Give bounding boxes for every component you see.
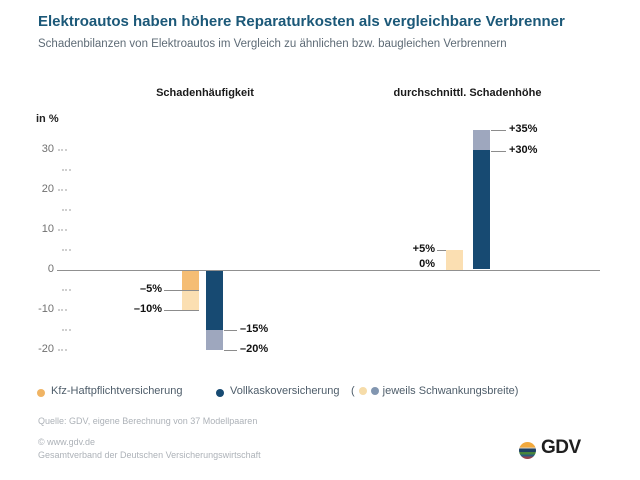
y-tick-minus20: -20 [38, 343, 54, 355]
gdv-logo-icon [519, 442, 536, 459]
bar-freq-vollkasko-range [206, 330, 223, 350]
label-freq-haftpflicht-value: –5% [139, 283, 162, 295]
bar-hoehe-vollkasko-range [473, 130, 490, 150]
bar-freq-haftpflicht-value [182, 271, 199, 290]
legend-label-haftpflicht: Kfz-Haftpflichtversicherung [51, 385, 183, 397]
y-tick-minus10: -10 [38, 303, 54, 315]
page-subtitle: Schadenbilanzen von Elektroautos im Verg… [38, 38, 507, 50]
label-freq-haftpflicht-range: –10% [133, 303, 162, 315]
legend-range-note: ( jeweils Schwankungsbreite) [351, 385, 518, 397]
tick-mark [58, 229, 67, 231]
tick-mark [58, 349, 67, 351]
tick-mark [58, 149, 67, 151]
tick-mark [62, 289, 71, 291]
legend-dot-vollkasko [216, 389, 224, 397]
bar-freq-vollkasko-value [206, 271, 223, 330]
source-note: Quelle: GDV, eigene Berechnung von 37 Mo… [38, 416, 258, 426]
tick-mark [58, 189, 67, 191]
legend-label-vollkasko: Vollkaskoversicherung [230, 385, 340, 397]
tick-mark [62, 329, 71, 331]
y-tick-20: 20 [41, 183, 54, 195]
bar-hoehe-vollkasko-value [473, 150, 490, 269]
footer-organization: Gesamtverband der Deutschen Versicherung… [38, 450, 261, 460]
bar-hoehe-haftpflicht-range [446, 250, 463, 270]
legend-dot-vollkasko-range [370, 387, 379, 395]
leader-line [491, 130, 506, 131]
leader-line [164, 310, 199, 311]
legend-dot-haftpflicht-range [358, 387, 367, 395]
leader-line [164, 290, 199, 291]
zero-baseline [57, 270, 600, 271]
label-hoehe-haftpflicht-range: +5% [412, 243, 435, 255]
label-hoehe-vollkasko-range: +35% [509, 123, 538, 135]
footer-copyright: © www.gdv.de [38, 437, 95, 447]
gdv-logo-wordmark: GDV [541, 437, 581, 458]
legend-range-note-text: jeweils Schwankungsbreite) [382, 385, 519, 397]
page-title: Elektroautos haben höhere Reparaturkoste… [38, 13, 565, 30]
legend-dot-haftpflicht [37, 389, 45, 397]
tick-mark [62, 209, 71, 211]
tick-mark [58, 309, 67, 311]
y-tick-0: 0 [47, 263, 54, 275]
tick-mark [62, 169, 71, 171]
bar-freq-haftpflicht-range [182, 290, 199, 310]
label-hoehe-vollkasko-value: +30% [509, 144, 538, 156]
y-tick-30: 30 [41, 143, 54, 155]
leader-line [437, 250, 446, 251]
leader-line [224, 350, 237, 351]
y-tick-10: 10 [41, 223, 54, 235]
group-header-schadenhoehe: durchschnittl. Schadenhöhe [393, 87, 542, 99]
tick-mark [62, 249, 71, 251]
label-freq-vollkasko-value: –15% [240, 323, 269, 335]
leader-line [491, 151, 506, 152]
legend-paren-open: ( [351, 385, 355, 397]
label-hoehe-haftpflicht-value: 0% [419, 258, 435, 270]
leader-line [224, 330, 237, 331]
group-header-schadenhaeufigkeit: Schadenhäufigkeit [156, 87, 254, 99]
y-axis-unit-label: in % [36, 113, 59, 125]
label-freq-vollkasko-range: –20% [240, 343, 269, 355]
